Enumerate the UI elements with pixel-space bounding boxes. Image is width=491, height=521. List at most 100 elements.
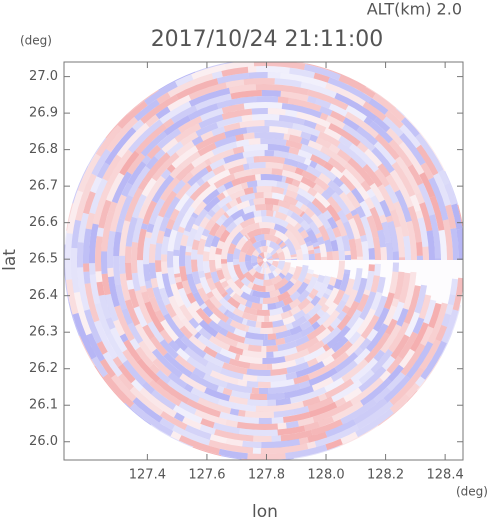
echo-cell bbox=[332, 226, 342, 238]
echo-cell bbox=[216, 385, 225, 394]
echo-cell bbox=[204, 218, 216, 232]
echo-cell bbox=[201, 228, 211, 237]
echo-cell bbox=[188, 103, 219, 121]
echo-cell bbox=[167, 73, 214, 98]
echo-cell bbox=[312, 183, 325, 195]
echo-cell bbox=[175, 74, 194, 87]
echo-cell bbox=[235, 295, 248, 306]
echo-cell bbox=[106, 116, 139, 153]
echo-cell bbox=[191, 212, 199, 219]
y-tick-label: 26.7 bbox=[29, 179, 58, 194]
echo-cell bbox=[391, 298, 400, 308]
x-tick-label: 127.4 bbox=[129, 468, 166, 483]
echo-cell bbox=[295, 336, 320, 353]
echo-cell bbox=[343, 387, 362, 403]
echo-cell bbox=[316, 311, 331, 326]
echo-cell bbox=[307, 396, 334, 412]
echo-cell bbox=[266, 255, 273, 260]
echo-cell bbox=[187, 167, 209, 187]
echo-cell bbox=[415, 192, 425, 205]
echo-cell bbox=[126, 279, 135, 290]
echo-cell bbox=[274, 230, 289, 243]
echo-cell bbox=[233, 169, 252, 180]
echo-cell bbox=[263, 261, 268, 269]
echo-cell bbox=[434, 154, 446, 172]
echo-cell bbox=[282, 188, 288, 196]
echo-cell bbox=[277, 96, 289, 104]
echo-cell bbox=[189, 181, 211, 201]
echo-cell bbox=[113, 231, 122, 257]
echo-cell bbox=[225, 419, 238, 428]
echo-cell bbox=[266, 261, 272, 265]
echo-cell bbox=[199, 424, 216, 435]
echo-cell bbox=[263, 279, 273, 286]
echo-cell bbox=[200, 234, 208, 241]
echo-cell bbox=[356, 256, 363, 260]
echo-cell bbox=[239, 120, 265, 129]
echo-cell bbox=[327, 179, 344, 196]
echo-cell bbox=[306, 295, 313, 302]
echo-cell bbox=[326, 196, 343, 214]
echo-cell bbox=[285, 139, 303, 150]
echo-cell bbox=[441, 313, 451, 327]
echo-cell bbox=[166, 218, 176, 230]
echo-cell bbox=[284, 215, 299, 227]
echo-cell bbox=[287, 279, 303, 296]
echo-cell bbox=[197, 287, 210, 303]
echo-cell bbox=[192, 291, 205, 307]
echo-cell bbox=[168, 295, 186, 321]
echo-cell bbox=[307, 95, 317, 104]
echo-cell bbox=[159, 329, 173, 344]
echo-cell bbox=[242, 235, 249, 242]
echo-cell bbox=[163, 118, 175, 129]
echo-cell bbox=[442, 219, 453, 260]
echo-cell bbox=[173, 231, 184, 251]
echo-cell bbox=[251, 168, 272, 175]
echo-cell bbox=[297, 226, 305, 234]
echo-cell bbox=[156, 92, 171, 105]
echo-cell bbox=[119, 150, 140, 176]
echo-cell bbox=[98, 294, 112, 320]
y-tick-label: 26.0 bbox=[29, 434, 58, 449]
echo-cell bbox=[325, 82, 366, 107]
echo-cell bbox=[209, 260, 217, 273]
echo-cell bbox=[215, 217, 225, 227]
x-tick-label: 128.0 bbox=[307, 468, 344, 483]
echo-cell bbox=[313, 248, 321, 254]
echo-cell bbox=[364, 148, 383, 167]
echo-cell bbox=[171, 145, 199, 169]
echo-cell bbox=[191, 239, 200, 251]
echo-cell bbox=[103, 373, 135, 408]
echo-cell bbox=[140, 94, 179, 124]
echo-cell bbox=[217, 304, 228, 314]
echo-cell bbox=[270, 249, 277, 256]
echo-cell bbox=[264, 233, 279, 243]
echo-cell bbox=[214, 259, 222, 269]
echo-cell bbox=[180, 317, 199, 337]
y-tick-label: 26.5 bbox=[29, 252, 58, 267]
echo-cell bbox=[117, 100, 148, 129]
echo-cell bbox=[224, 62, 255, 70]
echo-cell bbox=[272, 319, 285, 328]
echo-cell bbox=[395, 108, 405, 117]
echo-cell bbox=[273, 259, 280, 260]
echo-cell bbox=[451, 305, 461, 333]
echo-cell bbox=[268, 264, 277, 273]
echo-cell bbox=[66, 279, 79, 315]
echo-cell bbox=[223, 285, 231, 291]
echo-cell bbox=[178, 245, 187, 267]
echo-cell bbox=[331, 379, 363, 403]
echo-cell bbox=[267, 302, 277, 310]
echo-cell bbox=[141, 309, 153, 324]
echo-cell bbox=[356, 400, 394, 430]
echo-cell bbox=[373, 263, 381, 276]
echo-cell bbox=[94, 365, 125, 404]
echo-cell bbox=[267, 258, 274, 260]
echo-cell bbox=[117, 381, 137, 402]
echo-cell bbox=[242, 440, 262, 448]
echo-cell bbox=[218, 297, 233, 311]
echo-cell bbox=[280, 90, 309, 102]
echo-cell bbox=[350, 377, 384, 406]
echo-cell bbox=[374, 133, 400, 160]
echo-cell bbox=[265, 457, 294, 460]
